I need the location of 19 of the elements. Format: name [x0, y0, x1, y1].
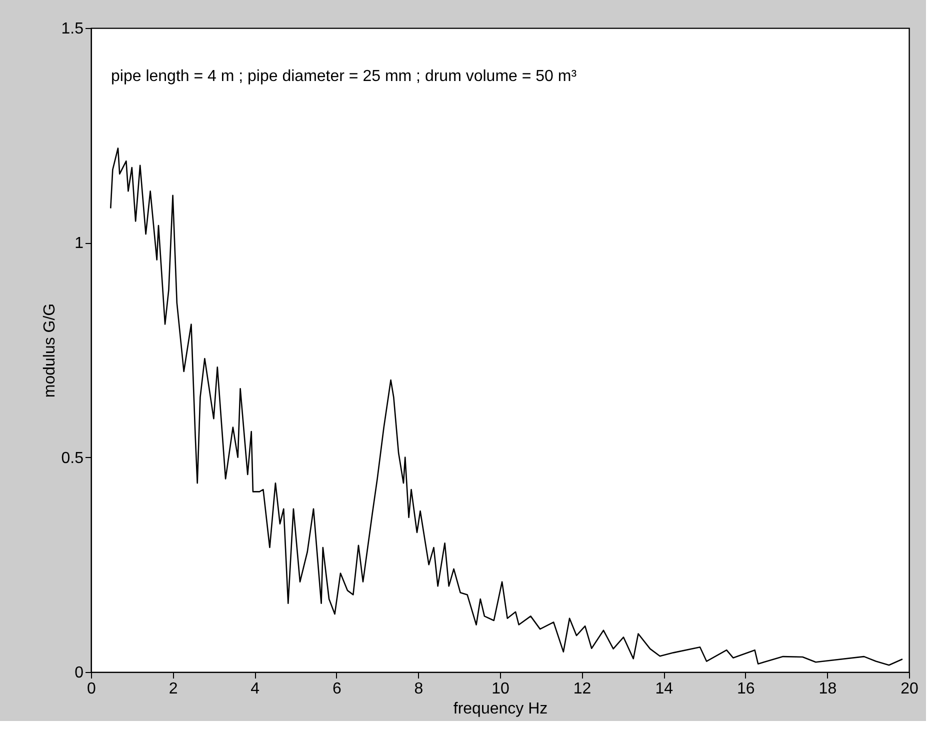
x-tick-label: 20	[900, 680, 918, 698]
line-series	[110, 148, 904, 666]
x-tick-label: 16	[737, 680, 755, 698]
x-tick-label: 10	[492, 680, 510, 698]
y-axis-title: modulus G/G	[41, 303, 58, 398]
annotation: pipe length = 4 m ; pipe diameter = 25 mm ; drum volume = 50 m³	[111, 68, 578, 85]
x-tick-label: 18	[818, 680, 837, 698]
x-tick-label: 6	[332, 680, 342, 698]
x-tick-label: 0	[87, 680, 96, 698]
y-tick-label: 0	[74, 664, 84, 682]
y-tick-label: 1	[74, 235, 84, 252]
x-tick-label: 14	[655, 680, 674, 698]
x-axis-title: frequency Hz	[453, 700, 548, 718]
x-tick-label: 8	[414, 680, 424, 698]
x-tick-label: 2	[168, 680, 178, 698]
y-tick-label: 0.5	[61, 450, 84, 467]
x-tick-label: 4	[250, 680, 260, 698]
y-tick-label: 1.5	[61, 20, 84, 38]
x-tick-label: 12	[573, 680, 592, 698]
